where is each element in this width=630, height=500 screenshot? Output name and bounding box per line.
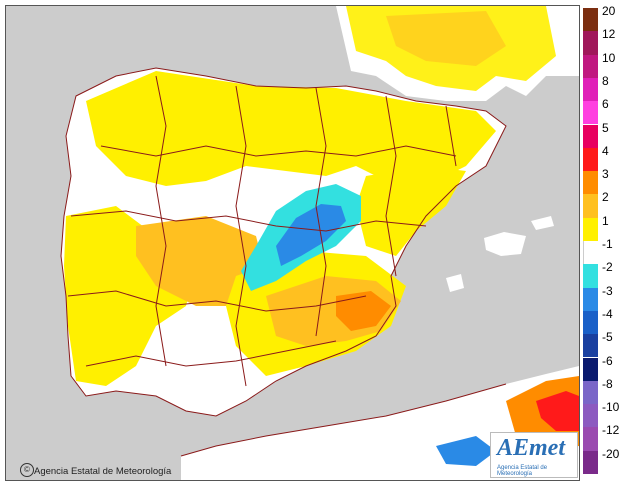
legend-label: 1 (602, 213, 609, 228)
legend-label: 3 (602, 167, 609, 182)
legend-label: -2 (602, 260, 613, 275)
legend-swatch (583, 8, 598, 32)
color-legend: 20 12 10 8 6 5 4 3 2 1 -1 -2 -3 -4 -5 -6 -8 -10 -12 -20 (583, 4, 630, 478)
legend-label: -5 (602, 330, 613, 345)
map-canvas (6, 6, 579, 480)
legend-label: 8 (602, 73, 609, 88)
legend-swatch (583, 334, 598, 358)
logo-wordmark: AEmet (497, 435, 566, 461)
balearic-islands (484, 232, 526, 256)
africa-hot-zone (536, 391, 579, 431)
legend-label: 5 (602, 120, 609, 135)
north-warm-zone (86, 71, 496, 186)
aemet-logo: AEmet Agencia Estatal de Meteorología (490, 432, 578, 478)
legend-swatch (583, 264, 598, 288)
legend-label: -4 (602, 306, 613, 321)
legend-swatch (583, 217, 598, 241)
legend-swatch (583, 147, 598, 172)
legend-swatch (583, 450, 598, 474)
legend-swatch (583, 31, 598, 55)
legend-label: 6 (602, 97, 609, 112)
legend-label: 2 (602, 190, 609, 205)
logo-subtitle: Agencia Estatal de Meteorología (497, 465, 548, 477)
credit-text: Agencia Estatal de Meteorología (34, 466, 172, 477)
copyright-icon: © (20, 463, 34, 477)
temperature-anomaly-map (5, 5, 580, 481)
legend-swatch (583, 171, 598, 195)
africa-borders (180, 383, 507, 457)
legend-swatch (583, 241, 599, 265)
ibiza (446, 274, 464, 292)
legend-swatch (583, 380, 598, 405)
legend-label: -12 (602, 423, 620, 438)
legend-label: -20 (602, 446, 620, 461)
legend-label: -8 (602, 376, 613, 391)
legend-swatch (583, 287, 598, 311)
legend-label: -3 (602, 283, 613, 298)
legend-label: 10 (602, 50, 616, 65)
legend-swatch (583, 77, 598, 102)
center-cold-core (276, 204, 346, 266)
legend-label: -6 (602, 353, 613, 368)
southeast-orange-zone (336, 291, 391, 331)
legend-swatch (583, 404, 598, 428)
legend-swatch (583, 357, 598, 381)
legend-swatch (583, 310, 598, 335)
legend-swatch (583, 101, 598, 125)
province-borders (60, 67, 507, 417)
legend-swatch (583, 54, 598, 78)
legend-label: -10 (602, 400, 620, 415)
legend-label: 4 (602, 143, 609, 158)
france-warm-zone-2 (386, 11, 506, 66)
legend-label: 12 (602, 27, 616, 42)
legend-label: -1 (602, 237, 613, 251)
legend-swatch (583, 124, 598, 148)
legend-swatch (583, 427, 598, 451)
africa-cold-zone (436, 436, 496, 466)
menorca (531, 216, 554, 230)
legend-swatch (583, 194, 598, 218)
legend-label: 20 (602, 4, 616, 18)
east-warm-zone (356, 166, 466, 256)
